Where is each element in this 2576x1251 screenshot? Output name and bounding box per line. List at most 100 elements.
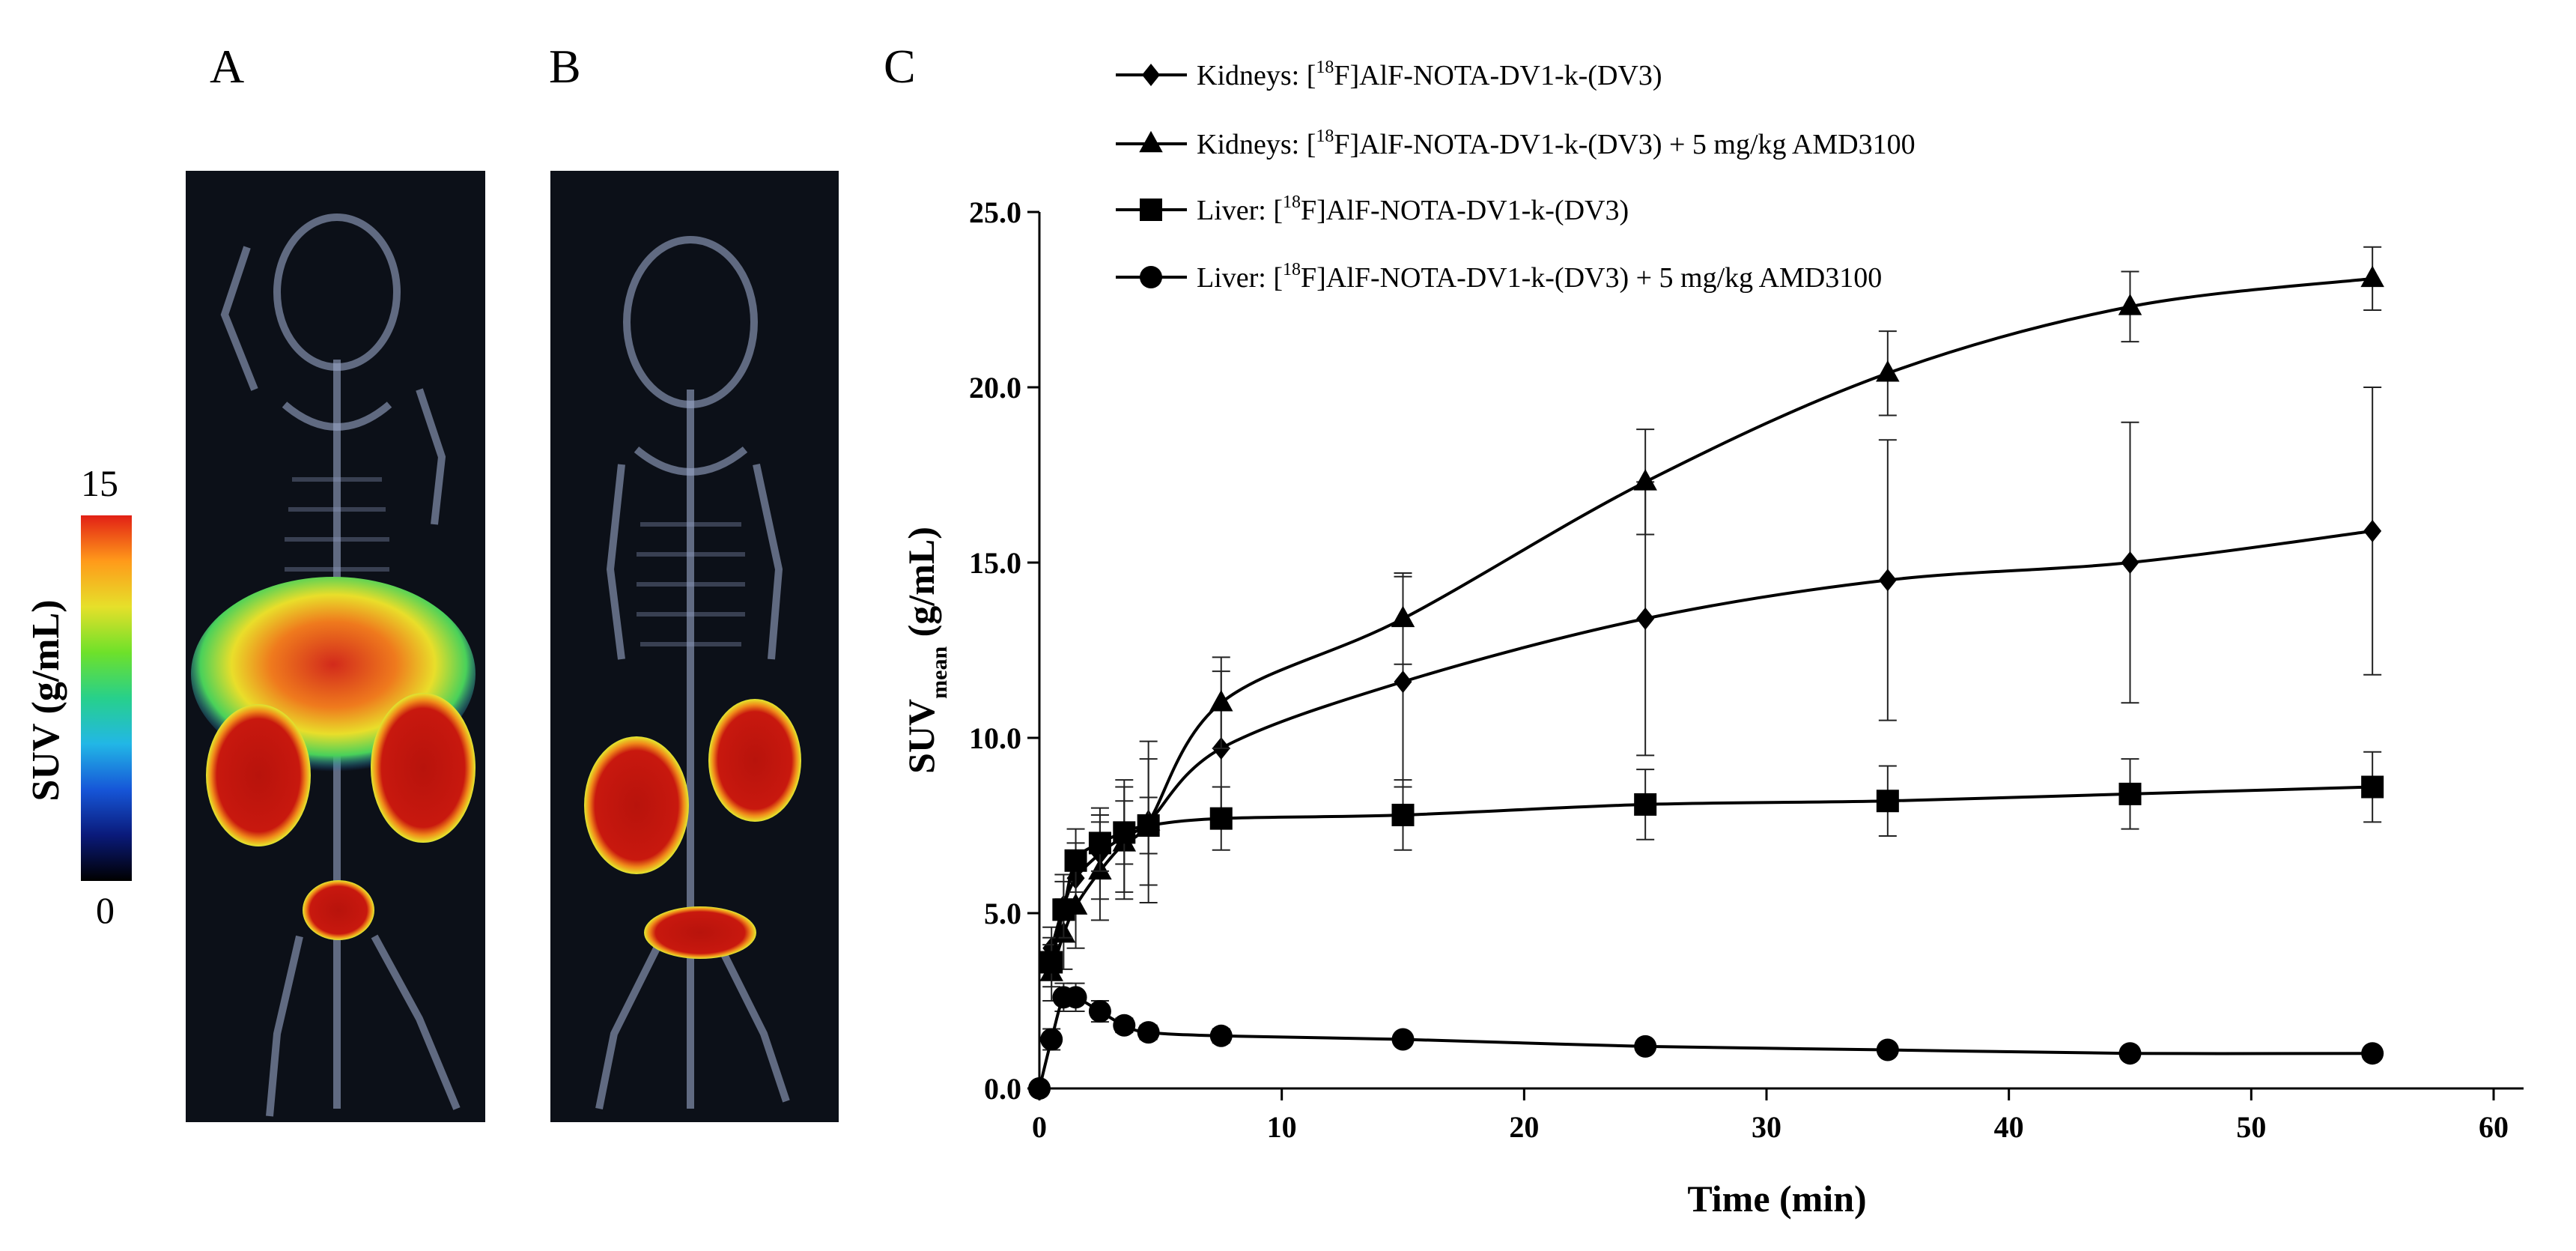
data-point-circle — [1876, 1038, 1899, 1061]
data-point-triangle — [1633, 469, 1657, 491]
x-tick-label: 20 — [1509, 1110, 1539, 1144]
x-tick-label: 0 — [1032, 1110, 1047, 1144]
legend-prefix: Liver: [ — [1197, 195, 1283, 226]
series-liver-amd — [1028, 982, 2384, 1100]
pet-image-a — [186, 171, 485, 1122]
legend-superscript: 18 — [1283, 260, 1301, 279]
legend-suffix: F]AlF-NOTA-DV1-k-(DV3) — [1334, 60, 1662, 91]
y-tick-label: 20.0 — [969, 371, 1021, 405]
data-point-circle — [1209, 1024, 1233, 1047]
data-point-circle — [1137, 1021, 1160, 1044]
data-point-square — [1052, 898, 1075, 921]
legend-superscript: 18 — [1316, 127, 1334, 146]
data-point-square — [1137, 814, 1160, 837]
legend-item-liver: Liver: [18F]AlF-NOTA-DV1-k-(DV3) — [1116, 193, 1629, 226]
y-tick-label: 10.0 — [969, 721, 1021, 755]
x-tick-label: 10 — [1267, 1110, 1297, 1144]
data-point-square — [1113, 821, 1136, 844]
y-tick-label: 25.0 — [969, 196, 1021, 229]
data-point-circle — [1113, 1014, 1136, 1037]
legend-suffix: F]AlF-NOTA-DV1-k-(DV3) + 5 mg/kg AMD3100 — [1334, 129, 1915, 160]
x-tick-label: 60 — [2479, 1110, 2509, 1144]
data-point-triangle — [2360, 265, 2384, 288]
colorbar-min-label: 0 — [96, 889, 115, 931]
legend-marker-diamond — [1142, 64, 1160, 86]
legend-superscript: 18 — [1283, 193, 1301, 212]
data-point-square — [1040, 951, 1063, 974]
data-point-circle — [1040, 1028, 1063, 1051]
colorbar: 15 0 SUV (g/mL) — [25, 462, 132, 931]
series-kidney — [1042, 387, 2382, 970]
data-point-circle — [2118, 1042, 2142, 1065]
x-tick-label: 30 — [1752, 1110, 1781, 1144]
y-axis-title-unit: (g/mL) — [900, 527, 942, 646]
data-point-diamond — [1878, 569, 1897, 592]
y-axis-title-sub: mean — [927, 646, 952, 699]
data-point-diamond — [2363, 519, 2382, 542]
data-point-circle — [1028, 1077, 1051, 1100]
legend-label: Kidneys: [18F]AlF-NOTA-DV1-k-(DV3) — [1197, 58, 1662, 91]
data-point-diamond — [2121, 551, 2139, 574]
legend-superscript: 18 — [1316, 58, 1334, 77]
data-point-diamond — [1636, 607, 1655, 630]
panel-letter-a: A — [210, 40, 244, 93]
panel-letter-b: B — [549, 40, 581, 93]
colorbar-title: SUV (g/mL) — [25, 599, 67, 801]
data-point-square — [1634, 793, 1657, 816]
series-line-liver-amd — [1038, 992, 2373, 1089]
legend-label: Liver: [18F]AlF-NOTA-DV1-k-(DV3) — [1197, 193, 1629, 226]
legend-prefix: Liver: [ — [1197, 262, 1283, 294]
data-point-circle — [1634, 1035, 1657, 1058]
data-point-circle — [1391, 1028, 1415, 1051]
y-axis-title-main: SUV — [900, 699, 942, 774]
data-point-circle — [1064, 986, 1087, 1009]
data-point-diamond — [1394, 670, 1412, 694]
series-line-liver — [1050, 785, 2373, 963]
colorbar-gradient — [81, 515, 132, 881]
legend-item-kidney-amd: Kidneys: [18F]AlF-NOTA-DV1-k-(DV3) + 5 m… — [1116, 127, 1916, 160]
y-tick-label: 5.0 — [984, 897, 1021, 930]
y-axis-title: SUVmean (g/mL) — [900, 527, 952, 774]
colorbar-max-label: 15 — [81, 462, 118, 504]
legend-marker-square — [1140, 199, 1162, 221]
legend-suffix: F]AlF-NOTA-DV1-k-(DV3) + 5 mg/kg AMD3100 — [1301, 262, 1882, 294]
legend-label: Kidneys: [18F]AlF-NOTA-DV1-k-(DV3) + 5 m… — [1197, 127, 1916, 160]
x-axis-title: Time (min) — [1687, 1178, 1866, 1220]
series-layer — [1028, 246, 2384, 1100]
y-tick-label: 15.0 — [969, 546, 1021, 580]
data-point-square — [1391, 803, 1415, 826]
y-ticks: 0.0 5.0 10.0 15.0 20.0 25.0 — [969, 196, 1039, 1106]
legend-item-liver-amd: Liver: [18F]AlF-NOTA-DV1-k-(DV3) + 5 mg/… — [1116, 260, 1882, 294]
legend-suffix: F]AlF-NOTA-DV1-k-(DV3) — [1301, 195, 1629, 226]
legend-item-kidney: Kidneys: [18F]AlF-NOTA-DV1-k-(DV3) — [1116, 58, 1662, 91]
legend-label: Liver: [18F]AlF-NOTA-DV1-k-(DV3) + 5 mg/… — [1197, 260, 1882, 294]
legend-prefix: Kidneys: [ — [1197, 129, 1316, 160]
data-point-circle — [1088, 1000, 1111, 1023]
line-chart: 0.0 5.0 10.0 15.0 20.0 25.0 0 10 20 30 40 50 60 Tim… — [900, 58, 2524, 1220]
data-point-square — [1876, 790, 1899, 813]
data-point-square — [2118, 782, 2142, 805]
x-tick-label: 40 — [1994, 1110, 2024, 1144]
legend: Kidneys: [18F]AlF-NOTA-DV1-k-(DV3)Kidney… — [1116, 58, 1916, 294]
data-point-circle — [2361, 1042, 2384, 1065]
pet-image-b — [550, 171, 839, 1122]
data-point-triangle — [1876, 360, 1900, 382]
panel-letter-c: C — [884, 40, 916, 93]
series-liver — [1040, 751, 2384, 988]
legend-marker-triangle — [1139, 130, 1163, 153]
data-point-square — [1064, 849, 1087, 872]
data-point-square — [1088, 832, 1111, 855]
legend-prefix: Kidneys: [ — [1197, 60, 1316, 91]
x-tick-label: 50 — [2236, 1110, 2266, 1144]
data-point-square — [2361, 775, 2384, 799]
data-point-triangle — [2118, 294, 2142, 315]
series-line-kidney-amd — [1050, 276, 2373, 974]
data-point-triangle — [1209, 689, 1233, 712]
data-point-square — [1209, 807, 1233, 830]
series-line-kidney — [1050, 529, 2373, 949]
y-tick-label: 0.0 — [984, 1072, 1021, 1106]
x-ticks: 0 10 20 30 40 50 60 — [1032, 1088, 2509, 1144]
series-kidney-amd — [1039, 246, 2384, 1002]
data-point-triangle — [1391, 605, 1415, 628]
